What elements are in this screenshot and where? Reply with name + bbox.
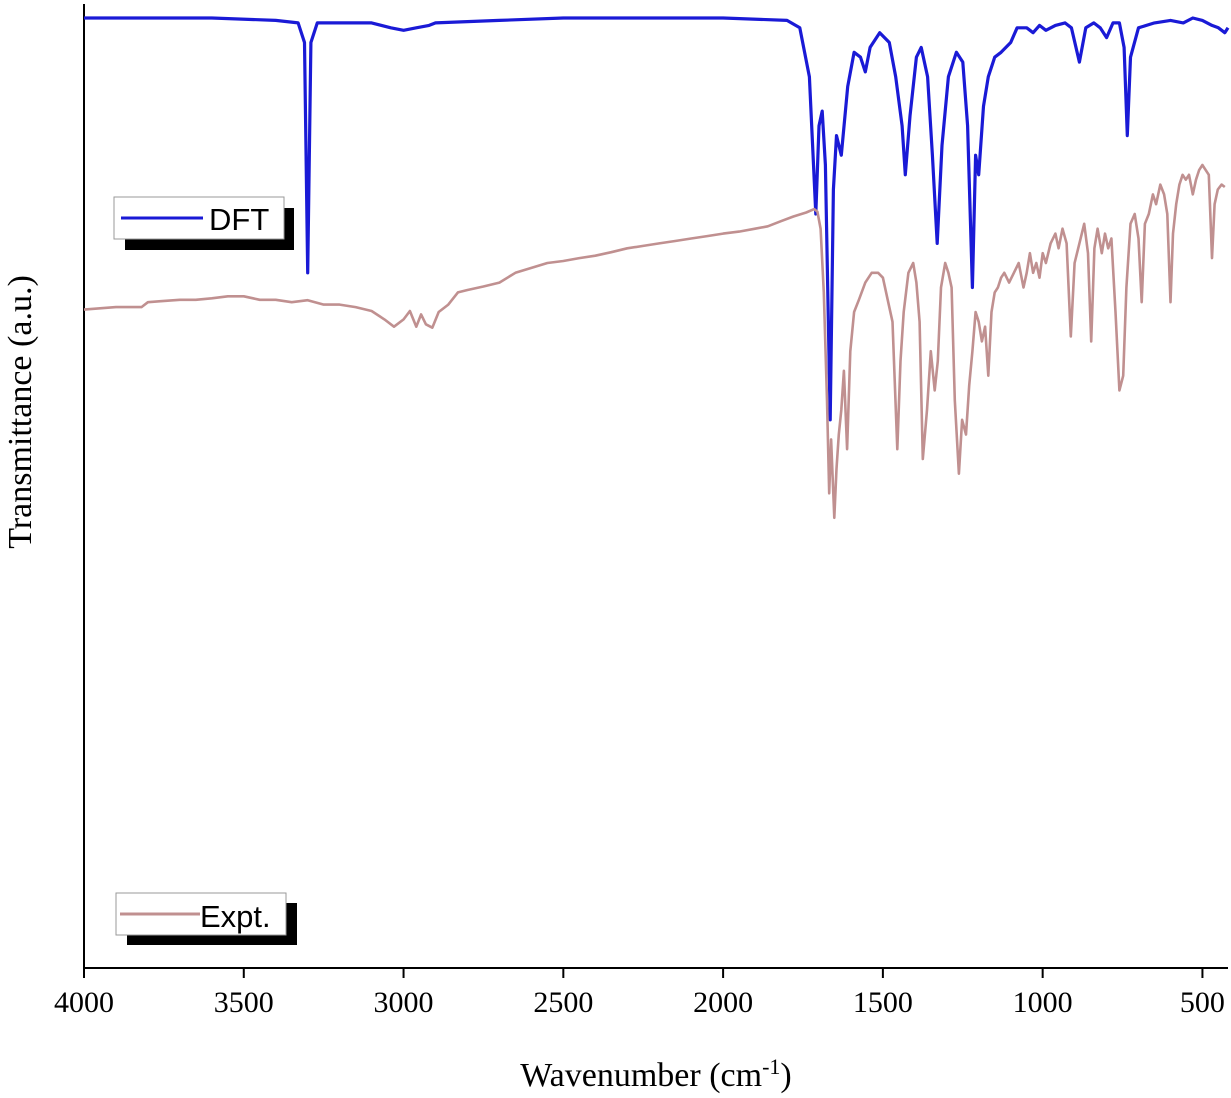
series-layer [83,16,1230,520]
series-line-expt [83,163,1226,520]
x-tick-label: 3500 [214,986,274,1019]
x-axis-title-main: Wavenumber (cm [520,1057,762,1094]
x-axis-ticks: 4000 3500 3000 2500 2000 1500 1000 500 [54,968,1225,1019]
x-tick-label: 1500 [853,986,913,1019]
legend-expt-label: Expt. [200,899,271,934]
x-axis-title-superscript: -1 [762,1054,780,1079]
x-tick-label: 4000 [54,986,114,1019]
y-axis-title: Transmittance (a.u.) [2,275,39,549]
x-tick-label: 2500 [533,986,593,1019]
x-tick-label: 1000 [1013,986,1073,1019]
legend-dft-label: DFT [209,202,269,237]
series-line-dft [84,16,1230,422]
x-axis-title-suffix: ) [780,1057,791,1094]
x-tick-label: 2000 [693,986,753,1019]
legend-dft: DFT [113,196,294,250]
legend-expt: Expt. [115,892,297,945]
x-tick-label: 3000 [374,986,434,1019]
x-axis-title: Wavenumber (cm-1) [520,1054,791,1094]
x-tick-label: 500 [1180,986,1225,1019]
